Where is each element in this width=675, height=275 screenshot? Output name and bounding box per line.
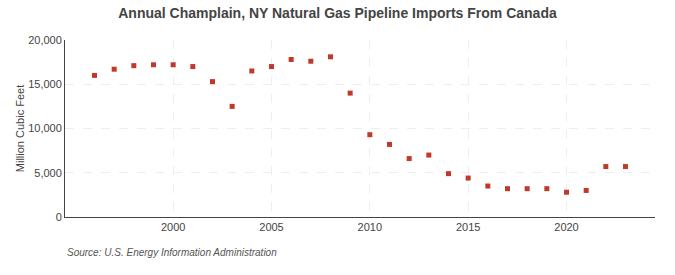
svg-text:2010: 2010 <box>358 221 382 233</box>
svg-text:Annual Champlain, NY Natural G: Annual Champlain, NY Natural Gas Pipelin… <box>118 5 557 21</box>
svg-text:0: 0 <box>56 211 62 223</box>
svg-text:10,000: 10,000 <box>28 122 62 134</box>
svg-text:5,000: 5,000 <box>34 167 62 179</box>
svg-text:20,000: 20,000 <box>28 34 62 46</box>
svg-text:Million Cubic Feet: Million Cubic Feet <box>14 85 26 172</box>
svg-text:2005: 2005 <box>259 221 283 233</box>
svg-text:15,000: 15,000 <box>28 78 62 90</box>
svg-text:2020: 2020 <box>554 221 578 233</box>
svg-text:2000: 2000 <box>161 221 185 233</box>
svg-text:Source: U.S. Energy Informatio: Source: U.S. Energy Information Administ… <box>67 247 277 258</box>
svg-text:2015: 2015 <box>456 221 480 233</box>
